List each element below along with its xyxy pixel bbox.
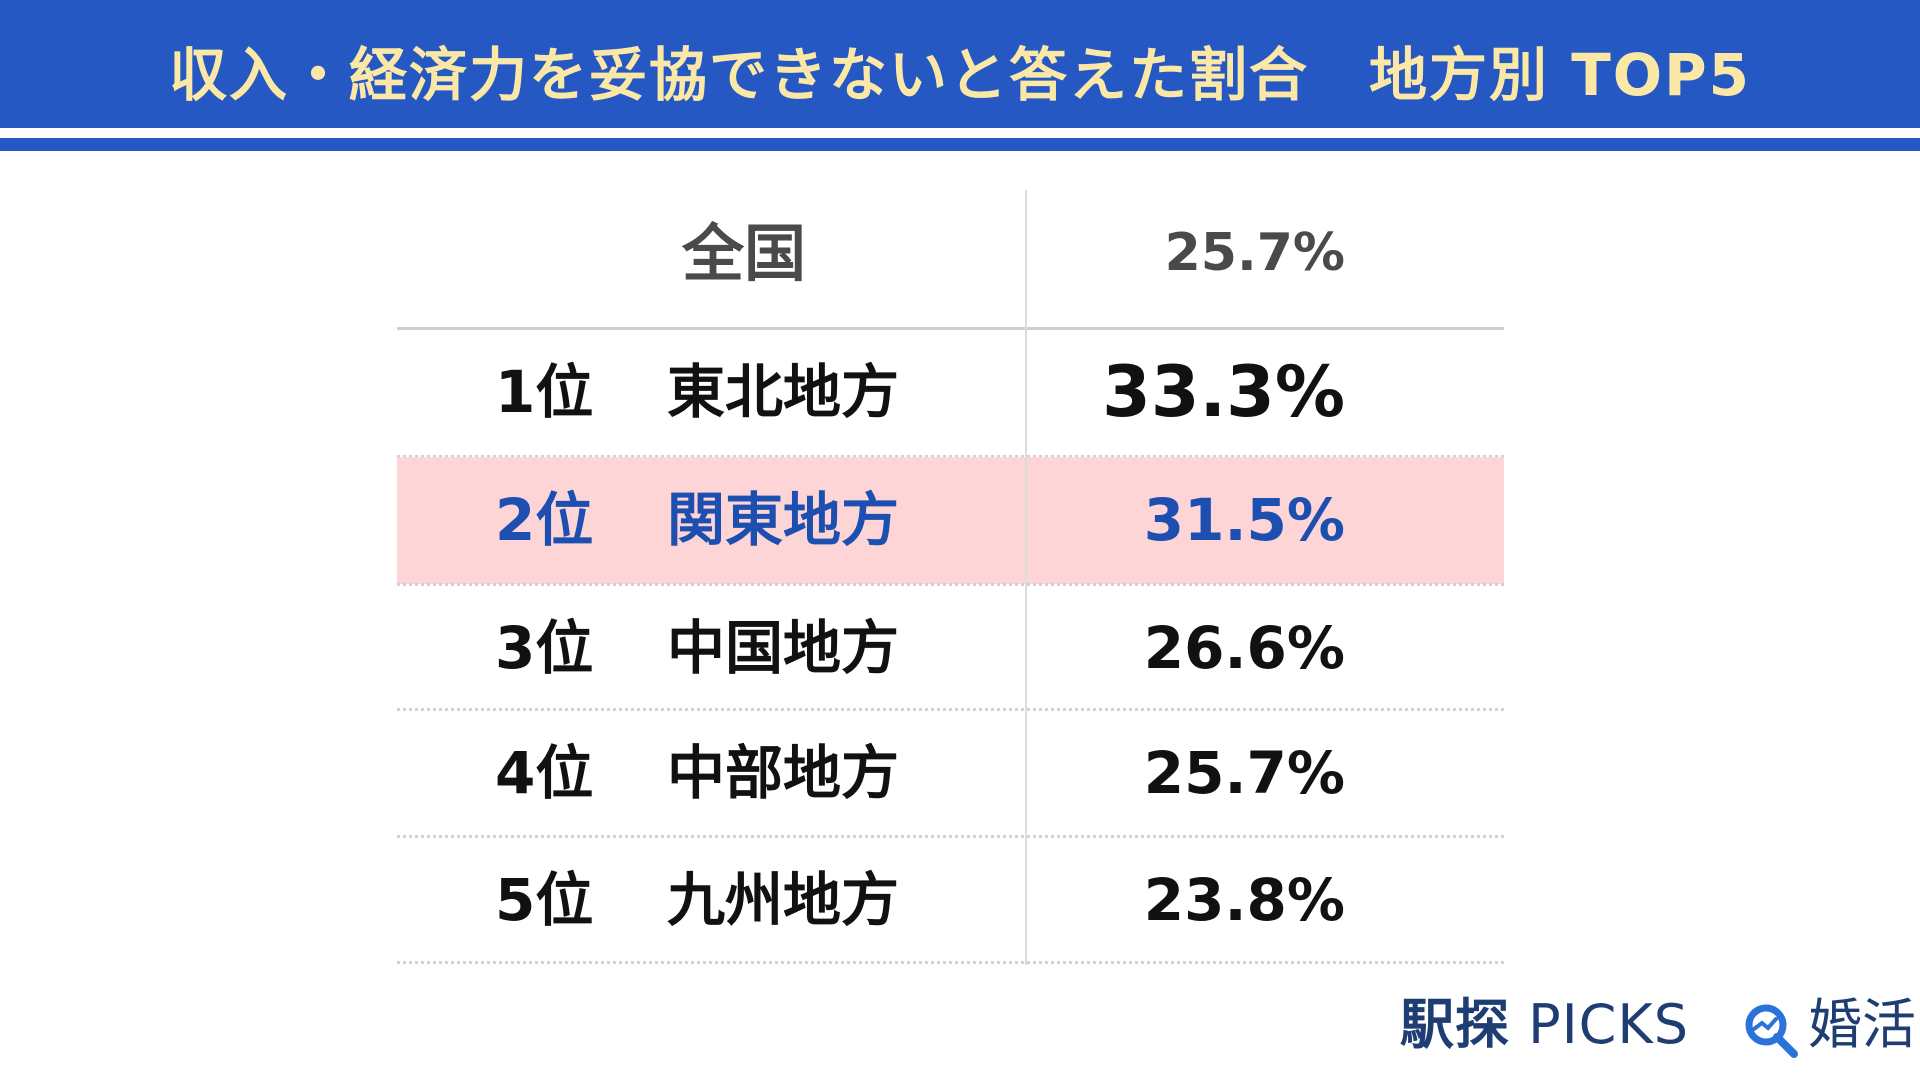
row-divider — [397, 708, 1504, 711]
rank-label: 5位 — [495, 866, 594, 934]
rank-label: 2位 — [495, 486, 594, 554]
national-label: 全国 — [682, 217, 807, 290]
brand-suffix: 婚活 — [1808, 993, 1916, 1056]
ranking-table: 全国 25.7% 1位 東北地方 33.3% 2位 関東地方 31.5% 3位 … — [397, 190, 1504, 965]
header-divider — [397, 327, 1504, 330]
rank-label: 4位 — [495, 739, 594, 807]
column-divider — [1025, 190, 1027, 965]
header-stripe — [0, 138, 1920, 151]
magnifier-icon — [1745, 1004, 1798, 1058]
brand-jp: 駅探 — [1400, 993, 1510, 1056]
region-label: 関東地方 — [667, 486, 900, 554]
national-row: 全国 25.7% — [397, 190, 1504, 317]
row-divider — [397, 455, 1504, 458]
chart-title: 収入・経済力を妥協できないと答えた割合 地方別 TOP5 — [169, 41, 1751, 109]
region-label: 九州地方 — [667, 866, 900, 934]
table-row: 4位 中部地方 25.7% — [397, 710, 1504, 837]
row-divider — [397, 961, 1504, 964]
percentage-value: 31.5% — [1143, 486, 1345, 554]
region-label: 中部地方 — [667, 739, 900, 807]
brand-en: PICKS — [1528, 993, 1690, 1056]
table-row: 5位 九州地方 23.8% — [397, 837, 1504, 964]
region-label: 中国地方 — [667, 614, 900, 682]
header-banner — [0, 0, 1920, 128]
percentage-value: 23.8% — [1143, 866, 1345, 934]
national-value: 25.7% — [1164, 223, 1345, 283]
rank-label: 3位 — [495, 614, 594, 682]
percentage-value: 26.6% — [1143, 614, 1345, 682]
rank-label: 1位 — [495, 358, 594, 426]
brand-name: 駅探 PICKS — [1400, 990, 1689, 1060]
row-divider — [397, 583, 1504, 586]
row-divider — [397, 835, 1504, 838]
percentage-value: 25.7% — [1143, 739, 1345, 807]
region-label: 東北地方 — [667, 358, 900, 426]
percentage-value: 33.3% — [1102, 351, 1345, 433]
table-row: 1位 東北地方 33.3% — [397, 329, 1504, 456]
table-row: 3位 中国地方 26.6% — [397, 585, 1504, 712]
brand-logo: 駅探 PICKS 婚活 — [1400, 990, 1916, 1060]
table-row-highlighted: 2位 関東地方 31.5% — [397, 457, 1504, 584]
